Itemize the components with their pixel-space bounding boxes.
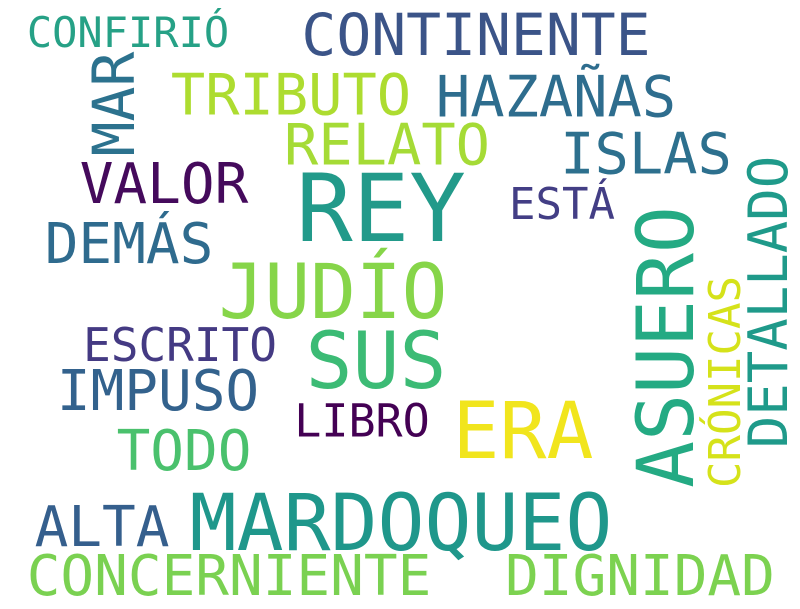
word-alta: ALTA bbox=[34, 495, 170, 560]
word-rey: REY bbox=[296, 155, 466, 264]
word-todo: TODO bbox=[116, 419, 252, 484]
word-asuero: ASUERO bbox=[622, 206, 712, 488]
word-judio: JUDÍO bbox=[218, 247, 448, 336]
word-esta: ESTÁ bbox=[509, 179, 615, 230]
word-mar: MAR bbox=[80, 51, 148, 157]
word-continente: CONTINENTE bbox=[301, 1, 651, 69]
word-cronicas: CRÓNICAS bbox=[700, 276, 751, 488]
word-demas: DEMÁS bbox=[44, 212, 214, 277]
word-concerniente: CONCERNIENTE bbox=[26, 544, 432, 609]
word-relato: RELATO bbox=[284, 112, 490, 179]
word-islas: ISLAS bbox=[560, 121, 732, 188]
word-era: ERA bbox=[452, 387, 594, 477]
word-sus: SUS bbox=[305, 317, 447, 407]
word-valor: VALOR bbox=[79, 152, 249, 217]
word-tributo: TRIBUTO bbox=[170, 62, 412, 129]
word-escrito: ESCRITO bbox=[83, 318, 277, 372]
word-confirio: CONFIRIÓ bbox=[26, 8, 230, 57]
word-dignidad: DIGNIDAD bbox=[505, 544, 775, 609]
word-mardoqueo: MARDOQUEO bbox=[189, 479, 613, 569]
word-libro: LIBRO bbox=[294, 394, 430, 448]
word-hazanas: HAZAÑAS bbox=[435, 64, 677, 131]
word-impuso: IMPUSO bbox=[56, 359, 260, 424]
